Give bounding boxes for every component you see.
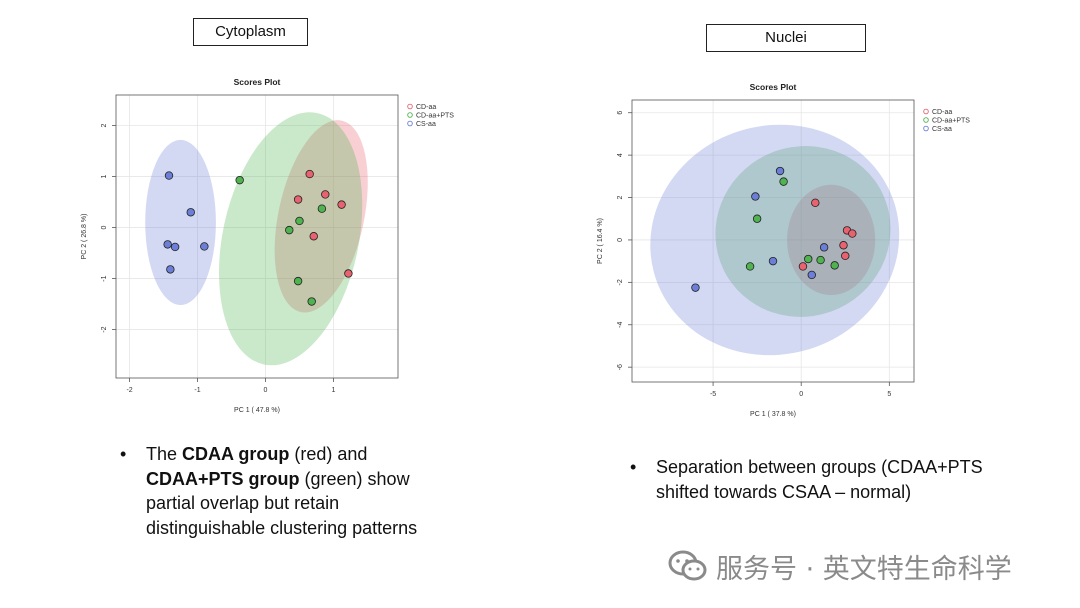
x-tick-label: 5 [887,391,891,398]
cd-aa-pts-point [830,261,839,270]
cd-aa-pts-point [745,262,755,271]
legend-label-cd-aa: CD-aa [416,104,436,111]
y-axis-label: PC 2 ( 16.4 %) [597,218,604,264]
cs-aa-point [768,256,778,266]
cd-aa-pts-point [235,175,244,185]
x-tick-label: -2 [126,387,132,394]
cs-aa-confidence-ellipse [145,139,216,306]
cd-aa-point [305,169,314,179]
y-tick-label: -2 [101,326,108,332]
cs-aa-point [163,240,172,249]
legend-marker-cs-aa [407,120,413,127]
cs-aa-point [751,192,760,201]
y-tick-label: 0 [101,226,108,230]
nuclei-scores-plot: Scores Plot -5 0 5 -6 -4 -2 0 2 4 6 PC 1 ( 37.8 %) P… [597,82,970,418]
legend-marker-cs-aa [923,125,929,132]
cd-aa-point [848,229,857,238]
y-tick-label: 0 [617,238,624,242]
legend-marker-cd-aa [407,103,413,110]
x-axis-label: PC 1 ( 37.8 %) [750,411,796,418]
x-tick-label: 1 [331,387,335,394]
cd-aa-pts-point [752,214,762,223]
cd-aa-pts-confidence-ellipse [715,146,891,317]
nuclei-bullet: • Separation between groups (CDAA+PTS sh… [630,455,996,504]
plot-frame [115,94,399,379]
cd-aa-pts-point [804,254,813,264]
wechat-icon [668,550,707,581]
cd-aa-point [839,241,848,250]
cd-aa-pts-point [779,177,788,186]
legend-label-cd-aa-pts: CD-aa+PTS [416,113,454,120]
cs-aa-point [166,265,175,274]
cd-aa-point [344,269,353,278]
cytoplasm-bullet: • The CDAA group (red) and CDAA+PTS grou… [120,442,446,540]
cs-aa-confidence-ellipse [650,124,900,356]
cd-aa-pts-point [295,216,304,226]
cs-aa-point [819,243,829,252]
legend-marker-cd-aa-pts [407,112,413,118]
legend-label-cs-aa: CS-aa [932,126,952,133]
cytoplasm-scores-plot: Scores Plot -2 -1 0 1 -2 -1 0 1 2 PC 1 ( 47.8 %) PC… [81,77,454,414]
cd-aa-pts-point [293,276,303,286]
cd-aa-point [293,195,303,204]
cytoplasm-bullet-text: The CDAA group (red) and CDAA+PTS group … [146,444,417,538]
y-tick-label: 2 [101,124,108,128]
cd-aa-pts-point [285,225,294,235]
nuclei-bullet-text: Separation between groups (CDAA+PTS shif… [656,457,983,502]
nuclei-panel-label: Nuclei [706,24,866,52]
cs-aa-point [186,208,195,217]
y-tick-label: -6 [617,364,624,370]
bullet-marker: • [120,444,127,464]
cd-aa-point [309,232,318,241]
x-axis-label: PC 1 ( 47.8 %) [234,407,280,414]
plot-frame [631,99,915,383]
cs-aa-point [691,283,700,292]
x-tick-label: 0 [799,391,803,398]
legend-label-cd-aa: CD-aa [932,109,952,116]
bullet-segment: (green) show partial overlap but retain … [146,468,418,538]
bullet-segment: CDAA group [182,444,290,464]
legend-marker-cd-aa-pts [923,117,929,123]
cd-aa-point [811,198,820,208]
cd-aa-point [321,190,330,199]
y-tick-label: -1 [101,275,108,281]
cs-aa-point [164,171,174,180]
legend-label-cs-aa: CS-aa [416,121,436,128]
cd-aa-pts-point [307,297,316,306]
cytoplasm-panel-label: Cytoplasm [193,18,308,46]
cd-aa-confidence-ellipse [787,184,876,296]
cd-aa-point [337,200,346,209]
cd-aa-point [841,251,850,261]
y-tick-label: 6 [617,111,624,115]
cd-aa-pts-point [816,255,825,265]
bullet-segment: CDAA+PTS group [146,468,300,489]
cd-aa-point [798,262,808,271]
x-tick-label: 0 [264,387,268,394]
cs-aa-point [200,242,209,251]
cs-aa-point [807,270,816,280]
cd-aa-confidence-ellipse [274,120,368,313]
bullet-segment: (red) and [289,444,368,464]
watermark: 服务号 · 英文特生命科学 [668,546,1012,586]
bullet-segment: The [146,444,183,464]
y-axis-label: PC 2 ( 26.8 %) [81,214,88,260]
cs-aa-point [775,166,785,176]
legend-marker-cd-aa [923,108,929,115]
chart-title: Scores Plot [750,82,797,92]
x-tick-label: -5 [710,391,716,398]
y-tick-label: 2 [617,195,624,199]
chart-title: Scores Plot [234,77,281,87]
x-tick-label: -1 [194,387,200,394]
legend-label-cd-aa-pts: CD-aa+PTS [932,118,970,125]
y-tick-label: -2 [617,279,624,285]
cs-aa-point [170,242,180,252]
bullet-marker: • [630,457,637,477]
cd-aa-pts-confidence-ellipse [219,112,363,366]
y-tick-label: 1 [101,175,108,179]
watermark-text: 服务号 · 英文特生命科学 [716,553,1012,585]
y-tick-label: 4 [617,153,624,157]
cd-aa-pts-point [317,204,327,213]
y-tick-label: -4 [617,322,624,328]
